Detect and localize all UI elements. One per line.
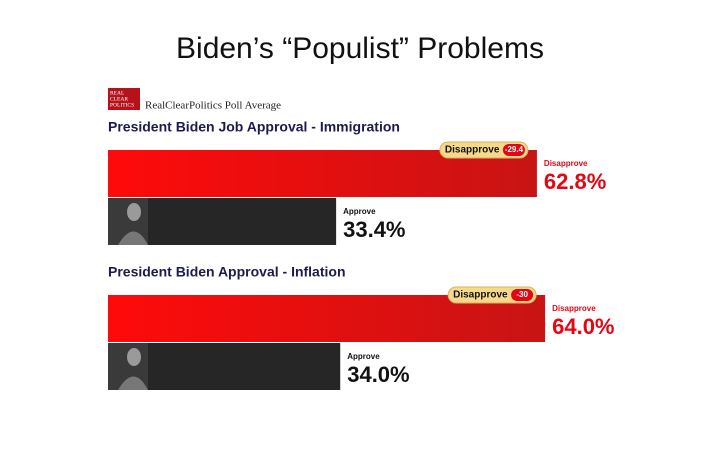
logo-text: REAL (110, 90, 125, 96)
spread-category: Disapprove (453, 290, 508, 301)
spread-category: Disapprove (445, 145, 500, 156)
value-label: 34.0% (347, 362, 409, 387)
value-label: 62.8% (544, 169, 606, 194)
value-category: Approve (347, 352, 380, 361)
photo (127, 348, 141, 366)
logo (108, 88, 140, 110)
photo (127, 203, 141, 221)
logo-text: CLEAR (110, 96, 128, 102)
page-title: Biden’s “Populist” Problems (176, 32, 544, 65)
photo (118, 231, 148, 245)
chart-title: President Biden Approval - Inflation (108, 264, 346, 280)
value-category: Disapprove (552, 304, 596, 313)
logo-text: POLITICS (110, 102, 134, 108)
photo (118, 376, 148, 390)
value-label: 33.4% (343, 217, 405, 242)
spread-pill (502, 144, 525, 156)
value-category: Disapprove (544, 159, 588, 168)
chart-title: President Biden Job Approval - Immigrati… (108, 119, 400, 135)
spread-value: -30 (516, 290, 528, 299)
value-label: 64.0% (552, 314, 614, 339)
source: RealClearPolitics Poll Average (145, 100, 281, 112)
spread-value: -29.4 (505, 145, 524, 154)
spread-pill (511, 289, 534, 301)
value-category: Approve (343, 207, 376, 216)
